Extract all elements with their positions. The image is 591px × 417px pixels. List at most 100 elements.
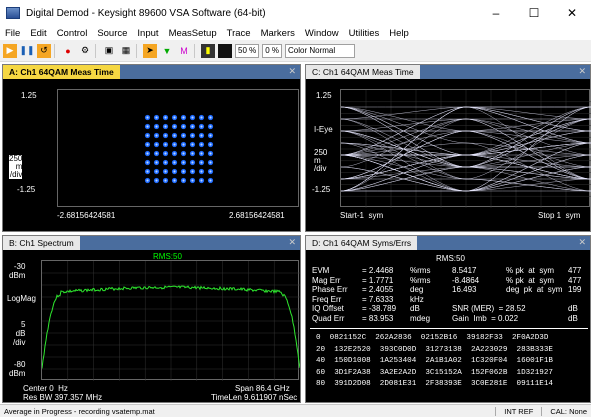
record-icon[interactable]: ●	[65, 45, 71, 56]
constellation-point-core	[146, 125, 149, 128]
err-cell: 477	[568, 275, 582, 285]
tab-panel-d[interactable]: D: Ch1 64QAM Syms/Errs	[306, 236, 418, 250]
b-ytop: -30 dBm	[9, 262, 26, 280]
constellation-point-core	[191, 134, 194, 137]
color-scale-icon[interactable]: ▮	[201, 43, 215, 58]
constellation-point-core	[209, 179, 212, 182]
c-yscale: 250 m /div	[314, 148, 328, 173]
constellation-point-core	[191, 125, 194, 128]
marker-peak-icon[interactable]: M	[180, 45, 188, 56]
play-icon[interactable]: ▶	[3, 43, 17, 58]
menu-edit[interactable]: Edit	[30, 27, 47, 39]
sym-row: 60 3D1F2A38 3A2E2A2D 3C15152A 152F062B 1…	[316, 368, 553, 377]
menu-control[interactable]: Control	[56, 27, 88, 39]
err-cell: = 2.4055	[362, 285, 394, 294]
err-cell: deg pk at sym	[506, 285, 563, 294]
marker-icon[interactable]: ▼	[162, 45, 172, 56]
persistence-field[interactable]: 50 %	[235, 43, 260, 58]
restart-icon[interactable]: ↺	[37, 43, 51, 58]
c-ytop: 1.25	[316, 91, 332, 100]
layout-icon[interactable]: ▣	[104, 45, 114, 55]
menu-utilities[interactable]: Utilities	[348, 27, 380, 39]
constellation-point-core	[209, 134, 212, 137]
menu-help[interactable]: Help	[389, 27, 409, 39]
err-cell: -8.4864	[452, 275, 480, 285]
constellation-point-core	[191, 161, 194, 164]
constellation-point-core	[155, 125, 158, 128]
app-icon	[6, 7, 20, 19]
error-summary: EVM = 2.4468 %rms 8.5417 % pk at sym 477 Mag E…	[306, 266, 591, 328]
menu-input[interactable]: Input	[137, 27, 159, 39]
constellation-point-core	[182, 125, 185, 128]
err-cell: = 7.6333	[362, 294, 394, 304]
constellation-point-core	[146, 161, 149, 164]
close-button[interactable]: ✕	[566, 6, 578, 20]
panel-a: A: Ch1 64QAM Meas Time ✕ 1.25 250 m /div…	[2, 64, 301, 232]
display-icon[interactable]	[218, 43, 232, 58]
constellation-point-core	[191, 170, 194, 173]
constellation-point-core	[182, 116, 185, 119]
color-select[interactable]: Color Normal	[285, 43, 356, 58]
err-cell: = 1.7771	[362, 275, 394, 285]
constellation-point-core	[173, 134, 176, 137]
constellation-point-core	[155, 134, 158, 137]
menu-window[interactable]: Window	[304, 27, 339, 39]
menu-source[interactable]: Source	[97, 27, 128, 39]
constellation-point-core	[173, 161, 176, 164]
err-cell: = -38.789	[362, 304, 397, 313]
constellation-point-core	[146, 179, 149, 182]
constellation-point-core	[173, 152, 176, 155]
constellation-point-core	[209, 152, 212, 155]
panel-b-close-icon[interactable]: ✕	[288, 237, 296, 247]
constellation-point-core	[209, 170, 212, 173]
menu-bar: File Edit Control Source Input MeasSetup…	[0, 26, 591, 40]
grid-icon[interactable]: ▦	[121, 45, 131, 55]
toolbar: ▶ ❚❚ ↺ ● ⚙ ▣ ▦ ➤ ▼ M ▮ 50 % 0 % Color No…	[0, 40, 591, 62]
constellation-point-core	[173, 116, 176, 119]
c-xright: Stop 1 sym	[538, 211, 581, 220]
constellation-point-core	[155, 179, 158, 182]
pause-icon[interactable]: ❚❚	[19, 45, 35, 55]
tab-panel-b[interactable]: B: Ch1 Spectrum	[3, 236, 80, 250]
panel-d: D: Ch1 64QAM Syms/Errs ✕ RMS:50 EVM = 2.4…	[305, 235, 591, 403]
constellation-point-core	[191, 152, 194, 155]
panel-d-close-icon[interactable]: ✕	[578, 237, 586, 247]
err-cell: 8.5417	[452, 266, 477, 275]
err-cell: dB	[568, 313, 578, 323]
constellation-point-core	[155, 161, 158, 164]
menu-trace[interactable]: Trace	[226, 27, 251, 39]
overlay-field[interactable]: 0 %	[262, 43, 283, 58]
constellation-point-core	[200, 170, 203, 173]
status-text: Average in Progress - recording vsatemp.…	[4, 406, 155, 416]
constellation-point-core	[173, 125, 176, 128]
tab-panel-c[interactable]: C: Ch1 64QAM Meas Time	[306, 65, 420, 79]
err-cell: SNR (MER) = 28.52	[452, 304, 526, 313]
menu-meassetup[interactable]: MeasSetup	[168, 27, 217, 39]
cal-indicator: CAL: None	[541, 406, 591, 416]
constellation-point-core	[200, 125, 203, 128]
panel-c-close-icon[interactable]: ✕	[578, 66, 586, 76]
pointer-icon[interactable]: ➤	[143, 43, 157, 58]
tab-panel-a[interactable]: A: Ch1 64QAM Meas Time	[3, 65, 120, 79]
constellation-points	[144, 114, 214, 184]
minimize-button[interactable]: –	[492, 6, 500, 20]
menu-file[interactable]: File	[5, 27, 21, 39]
constellation-point-core	[146, 170, 149, 173]
a-ybot: -1.25	[17, 185, 36, 194]
b-ymid: LogMag	[7, 294, 36, 303]
menu-markers[interactable]: Markers	[260, 27, 295, 39]
constellation-point-core	[182, 179, 185, 182]
constellation-point-core	[209, 125, 212, 128]
constellation-point-core	[182, 170, 185, 173]
eye-trace	[341, 178, 591, 192]
constellation-point-core	[164, 125, 167, 128]
panel-a-close-icon[interactable]: ✕	[288, 66, 296, 76]
settings-icon[interactable]: ⚙	[80, 45, 90, 55]
err-cell: Freq Err	[312, 294, 342, 304]
maximize-button[interactable]: ☐	[528, 6, 540, 20]
eye-trace	[341, 106, 591, 132]
constellation-point-core	[146, 134, 149, 137]
spectrum-line	[42, 285, 300, 369]
constellation-point-core	[191, 179, 194, 182]
divider	[310, 328, 588, 329]
